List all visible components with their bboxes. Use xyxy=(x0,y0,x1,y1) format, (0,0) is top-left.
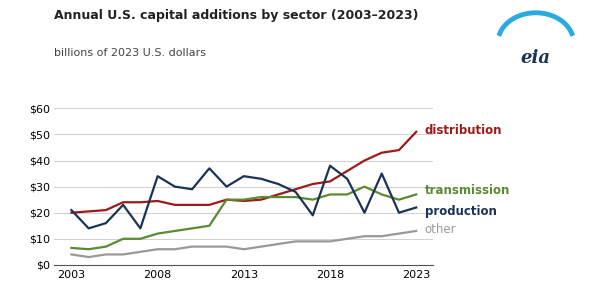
Text: production: production xyxy=(425,205,497,218)
Text: Annual U.S. capital additions by sector (2003–2023): Annual U.S. capital additions by sector … xyxy=(54,9,418,22)
Text: distribution: distribution xyxy=(425,124,502,137)
Text: eia: eia xyxy=(521,49,551,67)
Text: transmission: transmission xyxy=(425,184,510,197)
Text: billions of 2023 U.S. dollars: billions of 2023 U.S. dollars xyxy=(54,48,206,58)
Text: other: other xyxy=(425,223,456,236)
